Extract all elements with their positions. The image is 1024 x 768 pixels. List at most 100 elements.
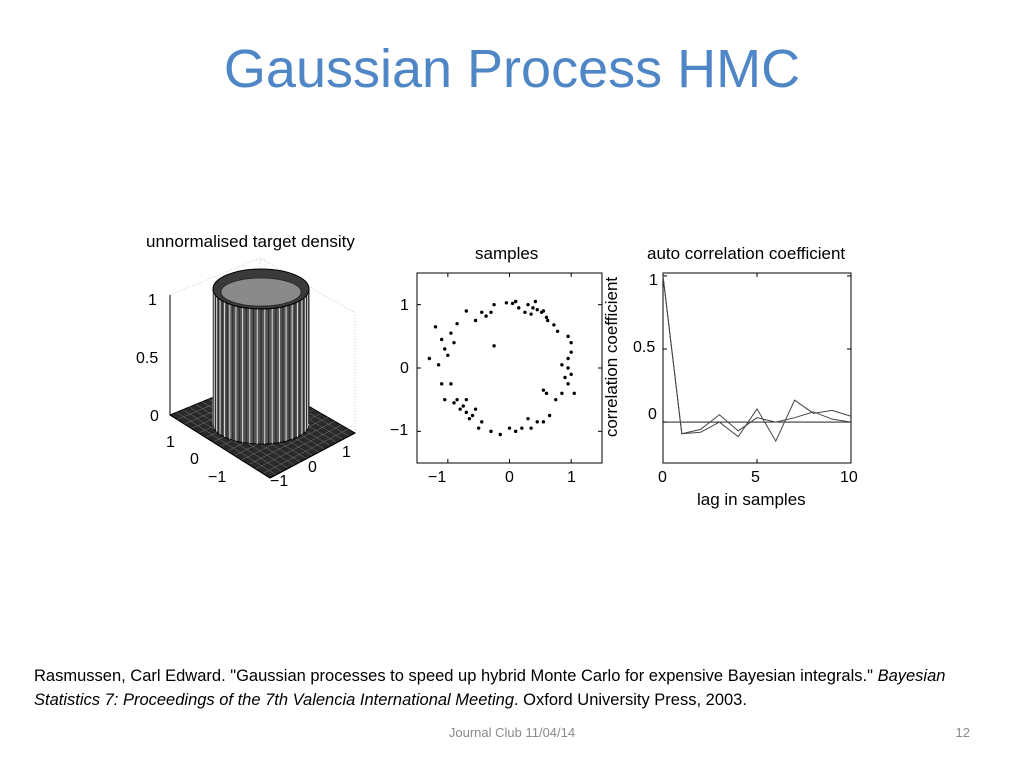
sample-point xyxy=(554,397,558,402)
sample-point xyxy=(433,325,438,329)
z-tick-1: 1 xyxy=(148,292,157,309)
surface-plot xyxy=(168,257,357,479)
sample-point xyxy=(552,323,556,327)
citation-authors-title: Rasmussen, Carl Edward. "Gaussian proces… xyxy=(34,667,873,685)
ac-y-tick-0-5: 0.5 xyxy=(633,339,656,356)
floor-grid-line xyxy=(255,424,342,470)
footer-journal-club: Journal Club 11/04/14 xyxy=(448,725,576,740)
scatter-y-tick-neg1: −1 xyxy=(390,422,409,439)
sample-point xyxy=(555,329,560,333)
x-axis-line xyxy=(269,432,356,479)
sample-point xyxy=(535,420,539,424)
sample-point xyxy=(492,344,496,348)
autocorr-y-label: correlation coefficient xyxy=(602,276,622,438)
sample-point xyxy=(449,382,453,386)
sample-point xyxy=(541,420,546,424)
sample-point xyxy=(484,314,488,318)
sample-point xyxy=(513,429,518,434)
sample-point xyxy=(547,413,552,418)
x-tick-0: 0 xyxy=(308,459,317,476)
sample-point xyxy=(566,382,570,386)
ac-axes-box xyxy=(662,272,852,464)
sample-point xyxy=(455,397,459,402)
sample-point xyxy=(520,426,524,430)
sample-point xyxy=(510,301,515,306)
floor-grid-line xyxy=(262,428,349,474)
x-tick-neg1: −1 xyxy=(270,473,289,490)
sample-point xyxy=(452,340,456,345)
sample-point xyxy=(526,416,530,421)
surface-plot-panel: unnormalised target density 1 0.5 0 1 0 … xyxy=(130,228,380,498)
y-tick-neg1: −1 xyxy=(208,469,227,486)
sample-point xyxy=(470,413,475,418)
sample-point xyxy=(436,363,441,367)
sample-point xyxy=(449,331,453,335)
sample-point xyxy=(480,420,484,424)
sample-point xyxy=(443,347,447,351)
autocorr-x-label: lag in samples xyxy=(697,490,806,509)
samples-plot-panel: samples 1 0 −1 −1 0 1 xyxy=(380,240,605,495)
y-axis-line xyxy=(169,414,271,479)
sample-point xyxy=(560,363,564,367)
sample-point xyxy=(489,310,493,314)
sample-point xyxy=(529,426,533,430)
sample-point xyxy=(541,309,546,313)
sample-point xyxy=(439,337,444,342)
slide-number: 12 xyxy=(955,725,970,740)
citation-journal: Bayesian Statistics 7: Proceedings of th… xyxy=(34,667,946,709)
sample-point xyxy=(566,334,570,339)
x-tick-1: 1 xyxy=(342,444,351,461)
sample-point xyxy=(464,309,469,313)
sample-point xyxy=(492,302,496,307)
ac-x-tick-10: 10 xyxy=(840,469,858,486)
sample-point xyxy=(467,416,472,421)
samples-scatter-plot xyxy=(416,272,603,464)
sample-point xyxy=(535,308,539,312)
surface-plot-title: unnormalised target density xyxy=(146,232,355,251)
sample-point xyxy=(529,312,533,316)
sample-point xyxy=(546,318,550,323)
scatter-axes-box xyxy=(416,272,603,464)
sample-point xyxy=(531,306,535,310)
sample-point xyxy=(473,318,478,323)
sample-point xyxy=(473,407,478,411)
ac-x-tick-5: 5 xyxy=(751,469,760,486)
sample-point xyxy=(541,388,546,392)
sample-point xyxy=(569,350,573,354)
sample-point xyxy=(563,375,567,380)
z-tick-0-5: 0.5 xyxy=(136,350,159,367)
sample-point xyxy=(443,397,447,402)
sample-point xyxy=(504,301,509,305)
scatter-x-tick-0: 0 xyxy=(505,469,514,486)
autocorr-plot-title: auto correlation coefficient xyxy=(647,244,846,263)
sample-point xyxy=(569,340,573,345)
sample-point xyxy=(455,321,459,326)
sample-point xyxy=(452,401,456,405)
ac-series-line-1 xyxy=(662,275,852,435)
sample-point xyxy=(566,356,570,361)
sample-point xyxy=(498,432,502,437)
sample-point xyxy=(513,299,518,304)
sample-point xyxy=(507,426,512,430)
citation: Rasmussen, Carl Edward. "Gaussian proces… xyxy=(34,664,994,712)
autocorr-plot-panel: auto correlation coefficient correlation… xyxy=(602,240,875,515)
scatter-x-tick-neg1: −1 xyxy=(428,469,447,486)
citation-publisher: . Oxford University Press, 2003. xyxy=(514,691,747,709)
sample-point xyxy=(458,407,462,411)
slide-title: Gaussian Process HMC xyxy=(223,39,801,99)
sample-point xyxy=(464,410,469,415)
sample-point xyxy=(523,310,527,314)
samples-plot-title: samples xyxy=(475,244,539,263)
ac-y-tick-0: 0 xyxy=(648,406,657,423)
sample-point xyxy=(544,315,549,320)
sample-point xyxy=(526,302,530,307)
sample-point xyxy=(489,429,493,434)
sample-point xyxy=(446,353,450,358)
y-tick-1: 1 xyxy=(166,434,175,451)
sample-point xyxy=(517,306,521,310)
sample-point xyxy=(461,404,465,408)
surface-ring-inner xyxy=(220,277,302,307)
ac-y-tick-1: 1 xyxy=(649,272,658,289)
scatter-y-tick-1: 1 xyxy=(400,297,409,314)
sample-point xyxy=(572,391,576,396)
